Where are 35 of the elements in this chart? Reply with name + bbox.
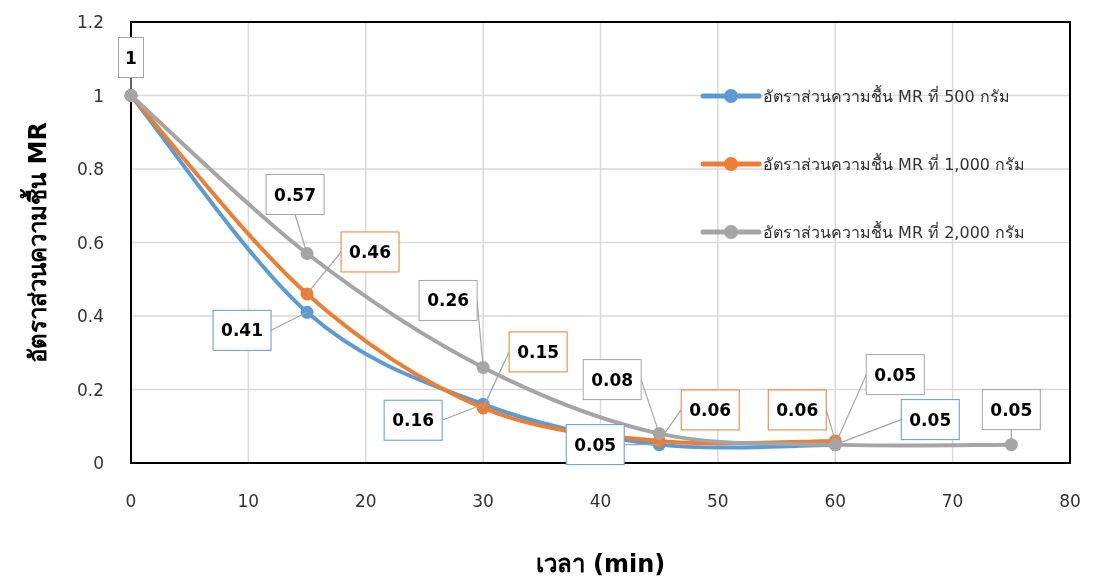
y-axis-title: อัตราส่วนความชื้น MR bbox=[19, 122, 52, 363]
x-tick-label: 70 bbox=[941, 491, 964, 511]
data-label: 1 bbox=[125, 47, 137, 68]
x-tick-label: 30 bbox=[472, 491, 494, 511]
y-tick-label: 1.2 bbox=[76, 12, 104, 32]
y-tick-label: 0.6 bbox=[76, 232, 104, 253]
data-label: 0.06 bbox=[776, 399, 819, 420]
y-tick-label: 0.4 bbox=[76, 306, 104, 326]
legend-label: อัตราส่วนความชื้น MR ที่ 2,000 กรัม bbox=[763, 221, 1026, 242]
x-tick-label: 60 bbox=[824, 491, 847, 511]
y-tick-label: 0.2 bbox=[76, 379, 104, 400]
data-label: 0.05 bbox=[909, 409, 952, 430]
data-label: 0.46 bbox=[349, 241, 392, 262]
x-tick-label: 20 bbox=[354, 491, 377, 511]
data-label: 0.41 bbox=[221, 320, 264, 341]
x-tick-label: 80 bbox=[1059, 491, 1081, 511]
x-axis-title: เวลา (min) bbox=[535, 550, 666, 578]
data-label: 0.05 bbox=[990, 399, 1033, 420]
x-tick-label: 0 bbox=[125, 491, 137, 511]
legend-label: อัตราส่วนความชื้น MR ที่ 1,000 กรัม bbox=[763, 153, 1026, 174]
y-tick-label: 1 bbox=[93, 85, 104, 106]
x-tick-label: 40 bbox=[589, 491, 612, 511]
data-label: 0.08 bbox=[591, 369, 634, 390]
data-label: 0.15 bbox=[517, 341, 560, 362]
x-tick-label: 10 bbox=[237, 491, 260, 511]
y-tick-label: 0 bbox=[93, 453, 104, 473]
data-label: 0.05 bbox=[874, 364, 917, 385]
data-label: 0.16 bbox=[392, 410, 435, 431]
y-tick-label: 0.8 bbox=[76, 159, 104, 179]
data-label: 0.26 bbox=[427, 290, 470, 311]
data-label: 0.05 bbox=[574, 434, 617, 455]
data-label: 0.57 bbox=[274, 184, 317, 205]
legend-label: อัตราส่วนความชื้น MR ที่ 500 กรัม bbox=[763, 85, 1010, 106]
data-label: 0.06 bbox=[689, 399, 732, 420]
x-tick-label: 50 bbox=[707, 491, 729, 511]
